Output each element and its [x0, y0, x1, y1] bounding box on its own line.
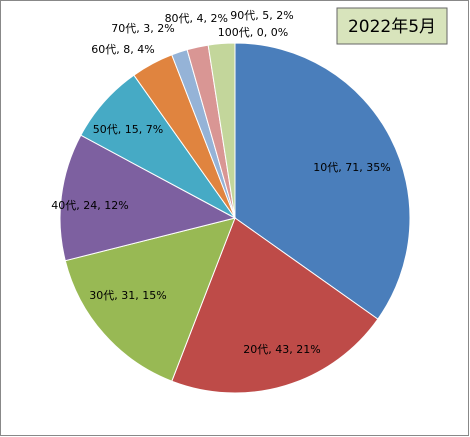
pie-slice [59, 134, 237, 262]
data-label: 80代, 4, 2% [165, 12, 228, 25]
pie-slice [64, 217, 236, 382]
data-label: 20代, 43, 21% [243, 343, 320, 356]
data-label: 90代, 5, 2% [230, 9, 293, 22]
data-label: 70代, 3, 2% [111, 22, 174, 35]
data-label: 50代, 15, 7% [93, 123, 163, 136]
pie-slice [234, 42, 411, 320]
chart-title: 2022年5月 [348, 17, 436, 37]
data-label: 60代, 8, 4% [91, 43, 154, 56]
data-label: 30代, 31, 15% [89, 289, 166, 302]
data-label: 10代, 71, 35% [313, 161, 390, 174]
data-label: 40代, 24, 12% [51, 199, 128, 212]
data-label: 100代, 0, 0% [218, 26, 288, 39]
title-box [336, 7, 448, 45]
pie-slice [171, 217, 379, 394]
